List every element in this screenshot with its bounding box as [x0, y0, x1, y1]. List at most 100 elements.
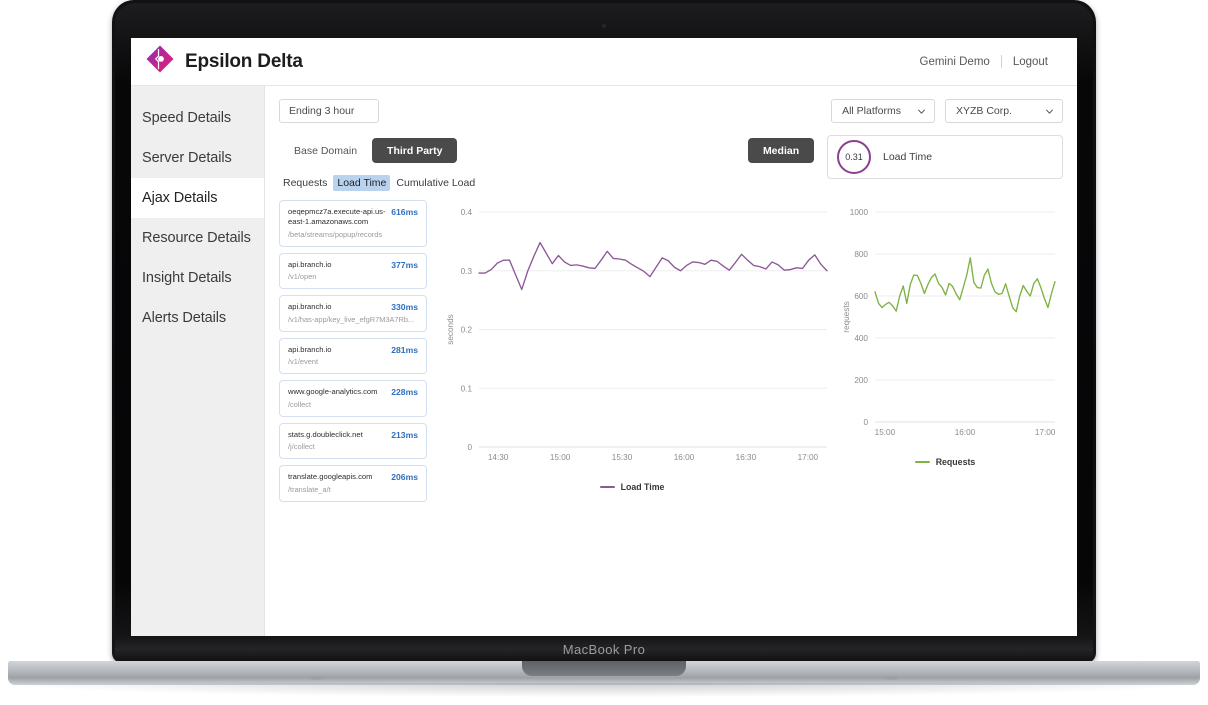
- sidebar-item-label: Alerts Details: [142, 310, 227, 326]
- account-select[interactable]: XYZB Corp.: [945, 99, 1063, 123]
- toggle-third-party[interactable]: Third Party: [372, 138, 458, 163]
- brand-name: Epsilon Delta: [185, 50, 303, 72]
- sidebar-item-resource-details[interactable]: Resource Details: [131, 218, 264, 258]
- toggle-label: Base Domain: [294, 144, 358, 157]
- list-item-path: /v1/has-app/key_live_efgR7M3A7Rb...: [288, 314, 415, 324]
- toggle-median[interactable]: Median: [747, 138, 815, 163]
- user-link[interactable]: Gemini Demo: [919, 55, 990, 68]
- toggle-label: Median: [762, 144, 800, 157]
- toggle-label: Third Party: [387, 144, 443, 157]
- filters-row: Ending 3 hour All Platforms XYZB Corp.: [279, 98, 1063, 124]
- list-item-host: api.branch.io: [288, 344, 332, 354]
- tab-cumulative-load[interactable]: Cumulative Load: [392, 175, 479, 191]
- sidebar-item-alerts-details[interactable]: Alerts Details: [131, 298, 264, 338]
- device-label: MacBook Pro: [562, 642, 646, 657]
- sidebar-item-server-details[interactable]: Server Details: [131, 138, 264, 178]
- metric-tabs: Requests Load Time Cumulative Load: [279, 174, 1063, 191]
- svg-text:0.1: 0.1: [461, 384, 473, 393]
- list-item-top: api.branch.io 281ms: [288, 345, 418, 355]
- list-item-path: /v1/open: [288, 272, 317, 282]
- sidebar-item-label: Resource Details: [142, 230, 251, 246]
- list-item-value: 281ms: [391, 344, 418, 355]
- legend-label: Load Time: [620, 482, 665, 492]
- list-item-path: /beta/streams/popup/records: [288, 229, 383, 239]
- app-window: Epsilon Delta Gemini Demo Logout Speed D…: [131, 38, 1077, 636]
- tab-label: Cumulative Load: [396, 176, 476, 189]
- svg-text:16:30: 16:30: [736, 453, 757, 462]
- svg-text:200: 200: [854, 376, 868, 385]
- tab-requests[interactable]: Requests: [279, 175, 331, 191]
- time-range-input[interactable]: Ending 3 hour: [279, 99, 379, 123]
- svg-text:15:00: 15:00: [875, 428, 896, 437]
- svg-text:14:30: 14:30: [488, 453, 509, 462]
- domain-toggle-group: Base Domain Third Party: [279, 138, 458, 163]
- svg-text:17:00: 17:00: [1035, 428, 1056, 437]
- svg-text:600: 600: [854, 292, 868, 301]
- laptop-foot: [884, 676, 898, 680]
- svg-text:0: 0: [863, 418, 868, 427]
- sidebar-item-label: Server Details: [142, 150, 232, 166]
- list-item-top: oeqepmcz7a.execute-api.us-east-1.amazona…: [288, 207, 418, 228]
- sidebar-item-ajax-details[interactable]: Ajax Details: [131, 178, 264, 218]
- svg-text:17:00: 17:00: [798, 453, 819, 462]
- platform-select[interactable]: All Platforms: [831, 99, 935, 123]
- gauge-label: Load Time: [883, 151, 933, 163]
- brand[interactable]: Epsilon Delta: [145, 44, 303, 79]
- account-select-value: XYZB Corp.: [956, 105, 1013, 117]
- load-time-gauge-card[interactable]: 0.31 Load Time: [827, 135, 1063, 179]
- svg-text:requests: requests: [842, 301, 851, 332]
- filters-right: All Platforms XYZB Corp.: [831, 99, 1063, 123]
- sidebar-item-label: Ajax Details: [142, 190, 218, 206]
- topbar-right: Gemini Demo Logout: [909, 55, 1060, 68]
- list-item[interactable]: www.google-analytics.com 228ms /collect: [279, 380, 427, 417]
- app-topbar: Epsilon Delta Gemini Demo Logout: [131, 38, 1077, 86]
- chevron-down-icon: [1045, 109, 1054, 114]
- laptop-foot: [310, 676, 324, 680]
- list-item-path: /v1/event: [288, 357, 318, 367]
- list-item-top: api.branch.io 377ms: [288, 260, 418, 270]
- list-item-path: /translate_a/t: [288, 484, 331, 494]
- legend-label: Requests: [935, 457, 976, 467]
- screen: Epsilon Delta Gemini Demo Logout Speed D…: [131, 38, 1077, 636]
- svg-text:0: 0: [467, 443, 472, 452]
- svg-text:400: 400: [854, 334, 868, 343]
- list-item-value: 213ms: [391, 429, 418, 440]
- list-item[interactable]: oeqepmcz7a.execute-api.us-east-1.amazona…: [279, 200, 427, 247]
- load-time-chart: 0 0.1 0.2 0.3 0.4 14:30 15:00 15:30 16:00 16:30 17…: [427, 200, 828, 502]
- chevron-down-icon: [917, 109, 926, 114]
- list-item-value: 377ms: [391, 259, 418, 270]
- list-item-top: translate.googleapis.com 206ms: [288, 472, 418, 482]
- requests-chart-svg: 0 200 400 600 800 1000 15:00 16:00 17:00 requests: [842, 208, 1056, 437]
- list-item-top: www.google-analytics.com 228ms: [288, 387, 418, 397]
- toggle-base-domain[interactable]: Base Domain: [279, 138, 372, 163]
- list-item[interactable]: api.branch.io 377ms /v1/open: [279, 252, 427, 290]
- svg-text:800: 800: [854, 250, 868, 259]
- tab-label: Requests: [283, 176, 328, 189]
- list-item-host: api.branch.io: [288, 259, 332, 269]
- svg-text:15:30: 15:30: [612, 453, 633, 462]
- sidebar-item-insight-details[interactable]: Insight Details: [131, 258, 264, 298]
- laptop-base-notch: [522, 661, 686, 676]
- list-item-top: stats.g.doubleclick.net 213ms: [288, 430, 418, 440]
- sidebar: Speed Details Server Details Ajax Detail…: [131, 86, 265, 636]
- legend-swatch: [914, 461, 930, 463]
- svg-text:15:00: 15:00: [550, 453, 571, 462]
- gauge-ring-icon: 0.31: [837, 140, 871, 174]
- svg-text:16:00: 16:00: [674, 453, 695, 462]
- list-item[interactable]: translate.googleapis.com 206ms /translat…: [279, 465, 427, 502]
- list-item[interactable]: api.branch.io 330ms /v1/has-app/key_live…: [279, 295, 427, 332]
- list-item[interactable]: stats.g.doubleclick.net 213ms /j/collect: [279, 422, 427, 460]
- tab-load-time[interactable]: Load Time: [333, 174, 391, 191]
- epsilon-delta-diamond-logo: [145, 44, 175, 79]
- topbar-divider: [1000, 55, 1002, 68]
- list-item-path: /j/collect: [288, 442, 315, 452]
- sidebar-item-speed-details[interactable]: Speed Details: [131, 98, 264, 138]
- svg-text:seconds: seconds: [446, 314, 455, 345]
- logout-link[interactable]: Logout: [1012, 55, 1048, 68]
- svg-text:0.3: 0.3: [461, 267, 473, 276]
- list-item[interactable]: api.branch.io 281ms /v1/event: [279, 337, 427, 375]
- endpoint-list: oeqepmcz7a.execute-api.us-east-1.amazona…: [279, 200, 427, 502]
- content-area: oeqepmcz7a.execute-api.us-east-1.amazona…: [279, 200, 1063, 502]
- time-range-value: Ending 3 hour: [289, 105, 355, 117]
